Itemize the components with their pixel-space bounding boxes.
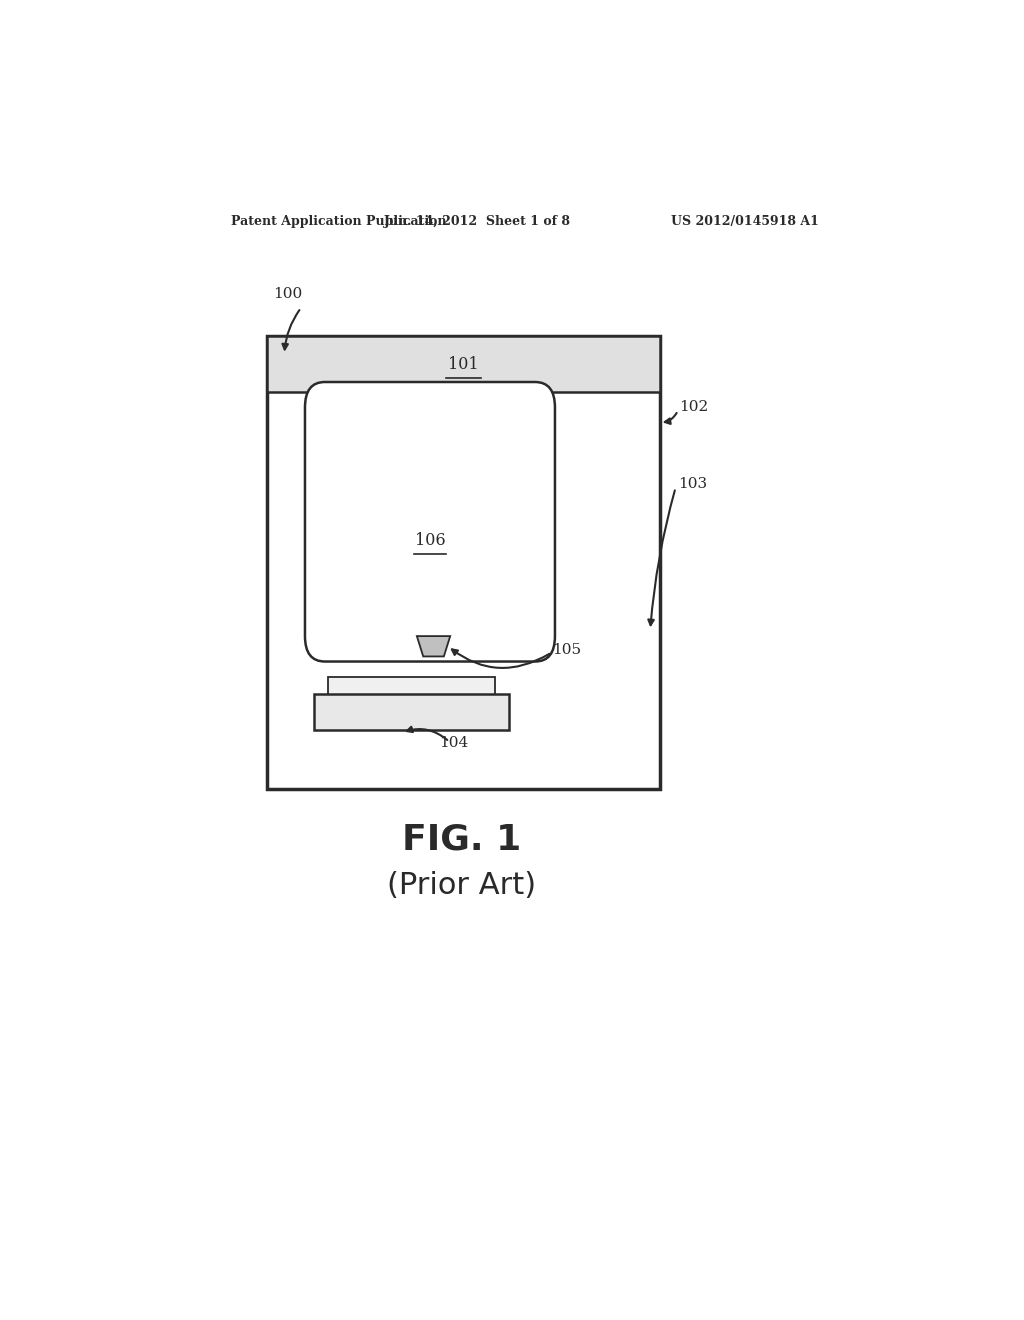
Text: 100: 100 bbox=[273, 286, 302, 301]
FancyBboxPatch shape bbox=[305, 381, 555, 661]
Text: Patent Application Publication: Patent Application Publication bbox=[231, 215, 446, 228]
Text: 103: 103 bbox=[678, 477, 708, 491]
Text: 105: 105 bbox=[553, 643, 582, 657]
Bar bbox=[328, 677, 495, 700]
Text: 101: 101 bbox=[447, 355, 478, 372]
Text: 102: 102 bbox=[679, 400, 708, 414]
Text: (Prior Art): (Prior Art) bbox=[387, 871, 536, 900]
Text: US 2012/0145918 A1: US 2012/0145918 A1 bbox=[671, 215, 818, 228]
Text: FIG. 1: FIG. 1 bbox=[401, 822, 521, 857]
Bar bbox=[314, 694, 509, 730]
Text: Jun. 14, 2012  Sheet 1 of 8: Jun. 14, 2012 Sheet 1 of 8 bbox=[384, 215, 570, 228]
Text: 104: 104 bbox=[439, 735, 468, 750]
Polygon shape bbox=[417, 636, 451, 656]
Bar bbox=[267, 337, 659, 788]
Text: 106: 106 bbox=[415, 532, 445, 549]
Bar bbox=[267, 337, 659, 392]
